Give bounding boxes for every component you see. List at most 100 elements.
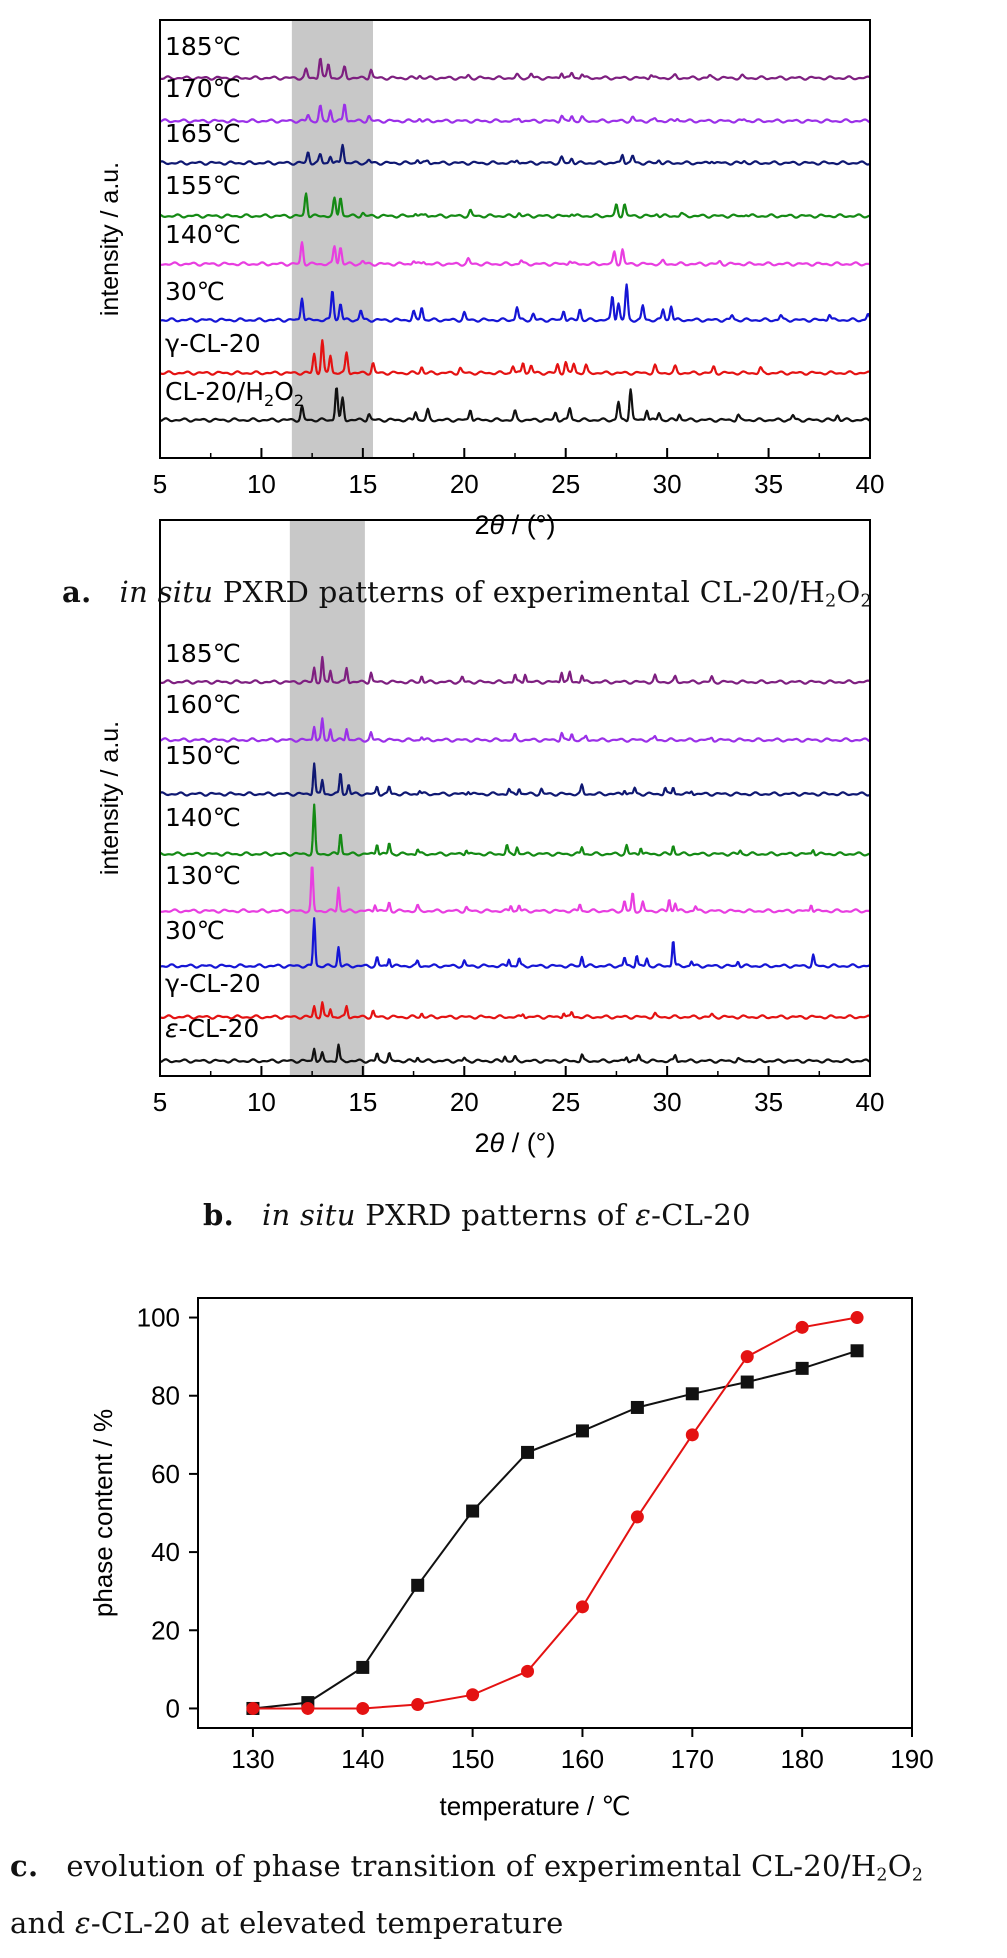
- panel-c-x-tick-label-4: 170: [671, 1744, 714, 1774]
- panel-c-y-tick-label-0: 0: [166, 1693, 180, 1723]
- caption-a-sub2: 2: [860, 591, 872, 612]
- caption-c-epsilon: ε: [74, 1906, 91, 1941]
- panel-b-x-tick-label-3: 20: [450, 1087, 479, 1117]
- panel-b-series-line-5: [159, 917, 871, 969]
- panel-c-point-s0-8: [685, 1387, 699, 1401]
- panel-c-x-axis-label: temperature / ℃: [439, 1791, 630, 1821]
- panel-c-point-s1-10: [795, 1320, 809, 1334]
- panel-b-series-line-7: [159, 1043, 871, 1064]
- panel-c-phase-content-chart: 130 140 150 160 170 180 190 0 20 40 60 80 100 tempera…: [88, 1297, 934, 1821]
- panel-b-highlight-band: [289, 520, 365, 1076]
- panel-c-x-tick-label-6: 190: [890, 1744, 933, 1774]
- panel-c-y-axis-label: phase content / %: [88, 1409, 118, 1617]
- caption-a-letter: a.: [62, 575, 92, 609]
- caption-b-letter: b.: [203, 1198, 234, 1232]
- panel-a-series-line-2: [159, 143, 871, 166]
- panel-a-x-tick-label-0: 5: [153, 469, 167, 499]
- caption-c-text2b: -CL-20 at elevated temperature: [90, 1906, 564, 1941]
- panel-c-point-s0-6: [575, 1424, 589, 1438]
- caption-c-text1b: O: [887, 1849, 912, 1883]
- panel-a-x-axis-label: 2θ / (°): [475, 510, 556, 540]
- panel-c-x-tick-label-2: 150: [451, 1744, 494, 1774]
- panel-c-point-s0-5: [521, 1445, 535, 1459]
- panel-c-point-s1-0: [246, 1701, 260, 1715]
- panel-c-plot-frame: [197, 1297, 913, 1729]
- panel-a-series-label-1: 170℃: [165, 74, 241, 103]
- panel-b-series-line-3: [159, 803, 871, 857]
- panel-b-x-tick-label-1: 10: [247, 1087, 276, 1117]
- caption-c-sub: 2: [876, 1865, 888, 1886]
- panel-c-x-tick-label-0: 130: [231, 1744, 274, 1774]
- caption-a-text2: O: [836, 575, 861, 609]
- panel-a-x-tick-label-2: 15: [348, 469, 377, 499]
- panel-b-series-label-3: 140℃: [165, 803, 241, 832]
- panel-c-x-tick-label-5: 180: [780, 1744, 823, 1774]
- panel-a-x-tick-label-7: 40: [856, 469, 885, 499]
- caption-b: b. in situ PXRD patterns of ε-CL-20: [203, 1198, 751, 1232]
- panel-b-series-line-4: [159, 866, 871, 914]
- panel-a-x-tick-label-4: 25: [551, 469, 580, 499]
- panel-a-x-tick-label-3: 20: [450, 469, 479, 499]
- panel-a-series-label-5: 30℃: [165, 277, 225, 306]
- panel-a-series-label-3: 155℃: [165, 171, 241, 200]
- panel-a-y-axis-label: intensity / a.u.: [96, 162, 124, 316]
- panel-c-point-s0-10: [795, 1361, 809, 1375]
- caption-a-text: PXRD patterns of experimental CL-20/H: [213, 575, 826, 609]
- panel-a-series-line-3: [159, 192, 871, 219]
- panel-b-x-tick-label-2: 15: [348, 1087, 377, 1117]
- panel-b-x-tick-label-6: 35: [754, 1087, 783, 1117]
- panel-c-x-tick-label-3: 160: [561, 1744, 604, 1774]
- caption-a: a. in situ PXRD patterns of experimental …: [62, 575, 872, 611]
- panel-c-point-s1-11: [850, 1311, 864, 1325]
- panel-b-series-line-2: [159, 762, 871, 797]
- panel-c-series-line-0: [252, 1349, 858, 1710]
- panel-c-point-s0-4: [466, 1504, 480, 1518]
- panel-c-point-s0-7: [630, 1400, 644, 1414]
- panel-a-series-line-5: [159, 283, 872, 323]
- panel-b-series-line-6: [159, 1001, 871, 1020]
- panel-c-point-s1-9: [740, 1350, 754, 1364]
- panel-c-point-s1-7: [630, 1510, 644, 1524]
- panel-c-y-tick-label-4: 80: [151, 1381, 180, 1411]
- panel-c-point-s1-2: [356, 1701, 370, 1715]
- panel-b-series-line-1: [159, 717, 871, 743]
- panel-c-point-s0-3: [411, 1578, 425, 1592]
- panel-c-x-tick-label-1: 140: [341, 1744, 384, 1774]
- panel-c-y-tick-label-2: 40: [151, 1537, 180, 1567]
- panel-b-series-label-1: 160℃: [165, 690, 241, 719]
- caption-c-text2a: and: [10, 1906, 75, 1941]
- panel-b-x-tick-label-0: 5: [153, 1087, 167, 1117]
- panel-c-point-s1-8: [685, 1428, 699, 1442]
- panel-c-point-s1-6: [575, 1600, 589, 1614]
- panel-b-series-line-0: [159, 655, 871, 685]
- caption-b-text: PXRD patterns of: [355, 1198, 636, 1232]
- panel-a-x-tick-label-5: 30: [653, 469, 682, 499]
- panel-a-x-tick-label-6: 35: [754, 469, 783, 499]
- panel-a-series-line-0: [159, 57, 871, 81]
- caption-c-line2: and ε-CL-20 at elevated temperature: [10, 1899, 923, 1947]
- panel-a-series-line-6: [159, 339, 871, 376]
- panel-b-series-label-0: 185℃: [165, 639, 241, 668]
- panel-a-series-line-4: [159, 241, 871, 267]
- panel-a-series-label-2: 165℃: [165, 119, 241, 148]
- panel-b-series-label-2: 150℃: [165, 741, 241, 770]
- caption-b-epsilon: ε: [635, 1198, 652, 1232]
- caption-c-line1: c. evolution of phase transition of exper…: [10, 1842, 923, 1899]
- panel-b-pxrd-chart: 185℃ 160℃ 150℃ 140℃ 130℃ 30℃ γ-CL-20 ε-CL-20 5 10…: [96, 519, 885, 1158]
- caption-c-letter: c.: [10, 1849, 39, 1883]
- panel-c-point-s0-9: [740, 1375, 754, 1389]
- caption-b-italic: in situ: [261, 1198, 356, 1232]
- panel-c-series-line-1: [252, 1316, 858, 1710]
- panel-a-series-label-6: γ-CL-20: [165, 329, 261, 358]
- panel-c-point-s1-4: [466, 1688, 480, 1702]
- panel-a-x-tick-label-1: 10: [247, 469, 276, 499]
- panel-c-y-tick-label-1: 20: [151, 1615, 180, 1645]
- panel-a-highlight-band: [291, 20, 373, 458]
- panel-b-x-tick-label-7: 40: [856, 1087, 885, 1117]
- panel-a-series-label-0: 185℃: [165, 32, 241, 61]
- caption-c-sub2: 2: [911, 1865, 924, 1886]
- panel-b-series-label-6: γ-CL-20: [165, 969, 261, 998]
- panel-b-series-label-7: ε-CL-20: [165, 1014, 259, 1043]
- caption-a-sub: 2: [825, 591, 837, 612]
